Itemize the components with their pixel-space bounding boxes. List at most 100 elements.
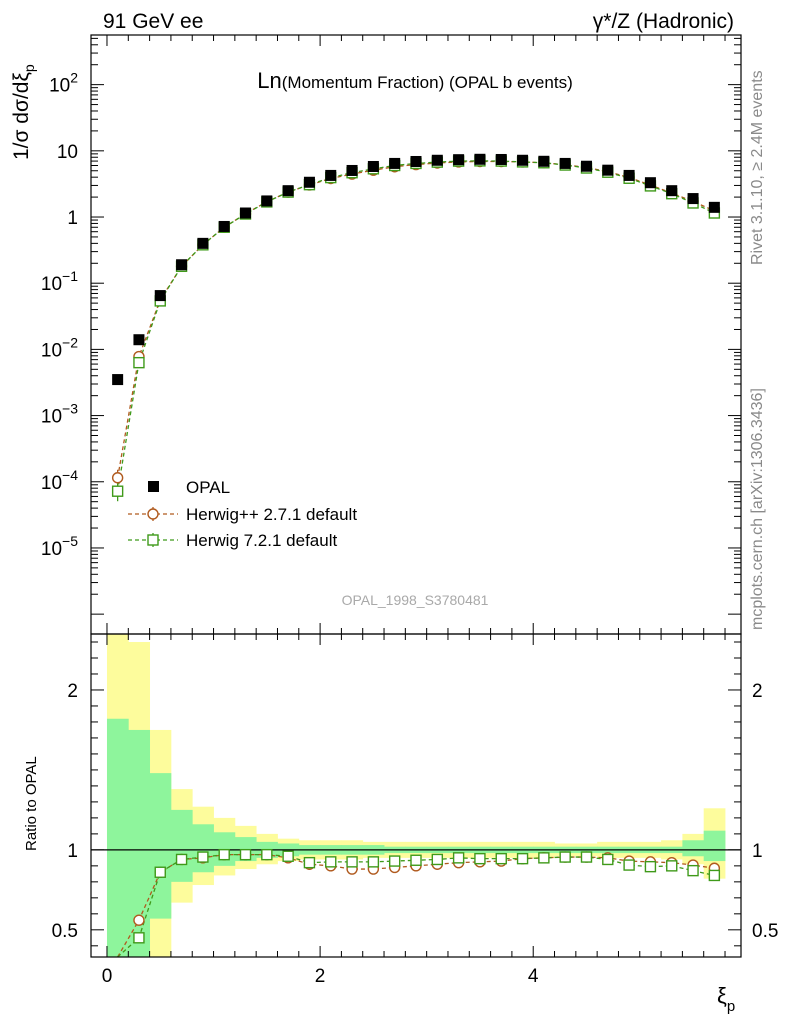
herwig7-ratio-point-17 (474, 852, 486, 865)
x-tick-label-2: 2 (315, 966, 326, 987)
ratio-band-green-1 (128, 729, 151, 957)
main-y-tick-base-7: 10 (41, 539, 62, 560)
herwig7-ratio-point-15 (431, 853, 444, 866)
herwig7-ratio-point-5 (218, 848, 230, 861)
ratio-y-tick-label-left-2: 0.5 (52, 921, 78, 942)
main-y-tick-exp-7: −5 (62, 533, 78, 549)
mc-markers (111, 155, 721, 944)
opal-point-6 (240, 207, 252, 219)
opal-point-19 (517, 154, 529, 166)
watermark-analysis: OPAL_1998_S3780481 (342, 592, 489, 608)
herwig7-ratio-point-14 (410, 854, 422, 866)
ratio-plot-frame (90, 633, 742, 958)
ratio-band-green-0 (106, 718, 129, 957)
axis-ticks (91, 35, 741, 957)
ratio-band-green-27 (682, 840, 705, 857)
opal-point-2 (154, 290, 166, 302)
legend-opal-label: OPAL (186, 478, 230, 497)
main-y-tick-base-6: 10 (41, 473, 62, 494)
herwig7-main-point-0 (111, 485, 124, 497)
main-y-tick-label-3: 10−1 (41, 268, 78, 295)
x-tick-label-0: 0 (102, 966, 113, 987)
process-label: γ*/Z (Hadronic) (593, 10, 734, 33)
legend-herwig7-marker (147, 534, 159, 546)
herwigpp-ratio-line (117, 854, 715, 958)
opal-point-9 (303, 176, 315, 188)
main-y-tick-exp-3: −1 (62, 268, 78, 284)
main-y-tick-exp-4: −2 (62, 334, 78, 350)
opal-point-7 (261, 195, 273, 207)
main-y-tick-exp-0: 2 (70, 70, 78, 86)
main-y-tick-base-5: 10 (41, 407, 62, 428)
x-tick-label-4: 4 (528, 966, 539, 987)
herwig7-main-point-1 (133, 356, 145, 369)
herwig7-ratio-point-25 (644, 860, 657, 873)
herwig7-ratio-point-21 (559, 851, 571, 863)
herwig7-ratio-point-16 (452, 852, 465, 864)
data-markers (112, 153, 720, 386)
ratio-band-green-2 (149, 773, 172, 919)
opal-point-14 (410, 155, 422, 167)
main-y-tick-base-3: 10 (41, 274, 62, 295)
legend-herwig7-label: Herwig 7.2.1 default (186, 531, 337, 550)
plot-frames (90, 34, 742, 958)
opal-point-15 (431, 154, 443, 166)
herwig7-ratio-point-3 (175, 853, 188, 866)
main-y-tick-base-1: 10 (57, 142, 78, 163)
herwig7-ratio-point-23 (602, 853, 614, 866)
opal-point-23 (602, 164, 614, 176)
herwig7-ratio-point-6 (239, 848, 252, 861)
herwigpp-main-line (116, 160, 715, 478)
main-y-axis-label: 1/σ dσ/dξp (10, 64, 37, 160)
opal-point-22 (580, 160, 592, 172)
ratio-band-green-28 (703, 830, 726, 862)
herwigpp-main-point-0 (111, 472, 124, 484)
ratio-y-tick-label-right-0: 2 (752, 681, 763, 702)
opal-point-8 (282, 185, 294, 197)
legend-entry-herwig7: Herwig 7.2.1 default (128, 531, 337, 550)
legend-herwigpp-marker (147, 508, 159, 520)
side-mcplots-label: mcplots.cern.ch [arXiv:1306.3436] (749, 388, 766, 630)
herwig7-ratio-point-11 (346, 856, 358, 868)
ratio-y-axis-label: Ratio to OPAL (23, 756, 40, 851)
herwig7-ratio-point-9 (303, 856, 316, 869)
main-y-tick-base-4: 10 (41, 340, 62, 361)
main-y-tick-base-0: 10 (49, 76, 70, 97)
side-rivet-label: Rivet 3.1.10, ≥ 2.4M events (749, 70, 766, 265)
legend-entry-opal: OPAL (148, 478, 230, 497)
main-y-axis-label-text: 1/σ dσ/dξ (10, 72, 33, 160)
opal-point-20 (538, 155, 550, 167)
plot-title-main: Ln (257, 68, 281, 93)
opal-point-21 (559, 157, 571, 169)
opal-point-0 (112, 374, 124, 386)
herwig7-ratio-point-24 (623, 859, 635, 871)
herwig7-ratio-point-20 (538, 852, 550, 864)
opal-point-13 (389, 157, 401, 169)
main-y-axis-label-sub: p (21, 64, 37, 72)
main-y-tick-label-7: 10−5 (41, 533, 78, 560)
ratio-uncertainty-bands (106, 634, 726, 957)
energy-label: 91 GeV ee (103, 10, 203, 33)
herwig7-ratio-point-27 (687, 864, 699, 877)
x-axis-label-sub: p (727, 998, 735, 1015)
ratio-y-tick-label-right-2: 0.5 (752, 921, 778, 942)
opal-point-27 (687, 193, 699, 205)
herwig7-ratio-point-10 (325, 856, 337, 868)
legend-entry-herwigpp: Herwig++ 2.7.1 default (128, 505, 357, 524)
main-y-tick-exp-6: −4 (62, 467, 78, 483)
plot-title: Ln(Momentum Fraction) (OPAL b events) (257, 68, 572, 93)
main-y-tick-label-1: 10 (57, 142, 78, 163)
opal-point-1 (133, 334, 145, 346)
ratio-band-green-4 (192, 824, 214, 873)
plot-title-rest: (Momentum Fraction) (OPAL b events) (282, 73, 573, 92)
opal-point-18 (495, 153, 507, 165)
main-y-tick-base-2: 1 (67, 208, 78, 229)
herwig7-ratio-point-2 (154, 866, 166, 878)
opal-point-10 (325, 169, 337, 181)
herwigpp-ratio-point-1 (133, 914, 145, 926)
main-y-tick-label-4: 10−2 (41, 334, 78, 361)
herwig7-ratio-point-1 (133, 932, 145, 944)
opal-point-24 (623, 169, 635, 181)
main-y-tick-label-5: 10−3 (41, 401, 78, 428)
